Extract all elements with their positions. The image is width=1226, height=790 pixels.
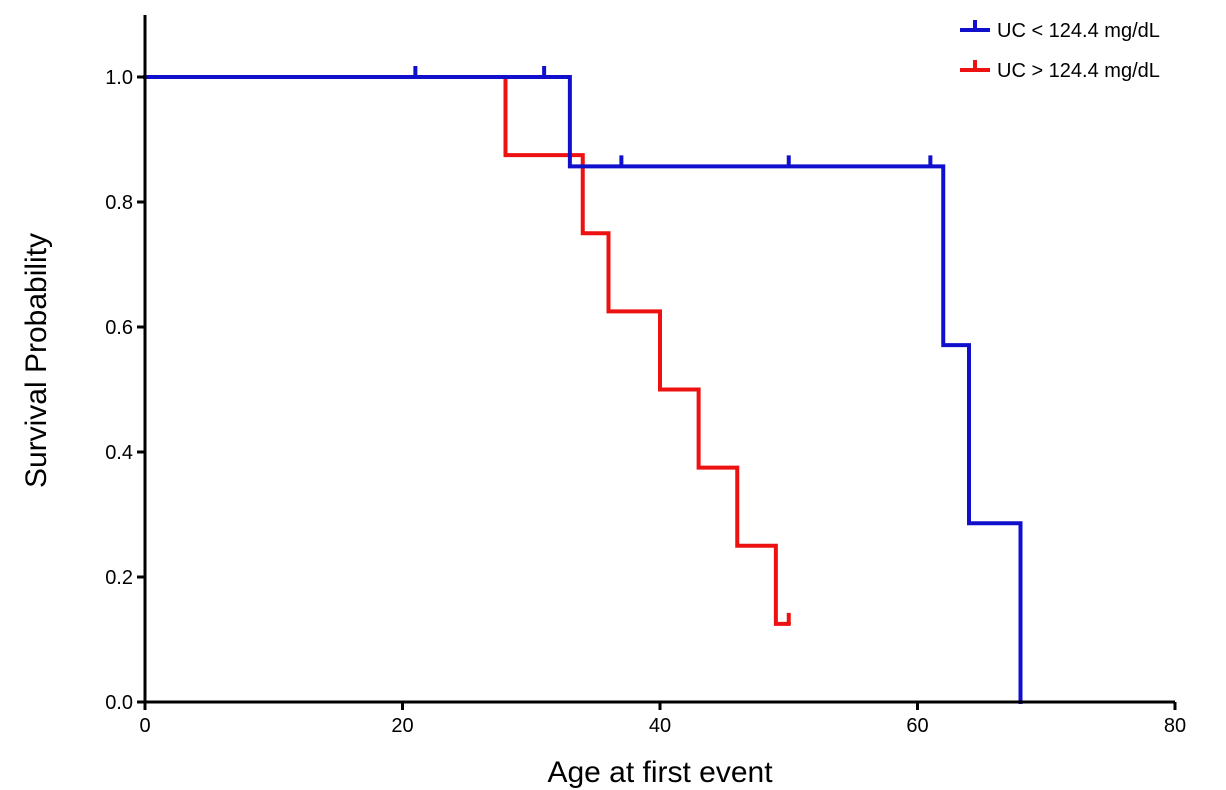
x-axis-title: Age at first event [547, 756, 773, 789]
series-1 [143, 66, 1023, 704]
x-tick: 20 [391, 702, 414, 737]
y-tick-label: 0.8 [105, 192, 133, 214]
x-tick: 60 [906, 702, 929, 737]
legend-swatch-uc-high [960, 60, 990, 72]
survival-curve [143, 75, 791, 626]
y-tick-label: 0.4 [105, 442, 133, 464]
legend-item-2: UC > 124.4 mg/dL [960, 60, 1160, 82]
x-axis-ticks: 0 20 40 60 80 [139, 702, 1186, 737]
x-tick-label: 20 [391, 715, 413, 737]
y-tick: 0.4 [105, 442, 145, 464]
plot-area [143, 66, 1023, 704]
series-2 [143, 75, 791, 626]
y-tick-label: 0.6 [105, 317, 133, 339]
axes: 0 20 40 60 80 0.0 0.2 0.4 0.6 0.8 1.0 [105, 15, 1186, 737]
y-tick: 0.8 [105, 192, 145, 214]
x-tick: 40 [649, 702, 671, 737]
x-tick-label: 40 [649, 715, 671, 737]
x-tick-label: 60 [906, 715, 928, 737]
x-tick: 80 [1164, 702, 1186, 737]
y-tick: 1.0 [105, 67, 145, 89]
legend-item-1: UC < 124.4 mg/dL [960, 20, 1160, 42]
y-tick-label: 1.0 [105, 67, 133, 89]
survival-curve [143, 75, 1023, 704]
legend-label-uc-high: UC > 124.4 mg/dL [997, 60, 1160, 82]
y-tick: 0.2 [105, 567, 145, 589]
y-axis-title: Survival Probability [20, 233, 53, 488]
y-tick-label: 0.0 [105, 692, 133, 714]
x-tick-label: 0 [139, 715, 150, 737]
legend: UC < 124.4 mg/dL UC > 124.4 mg/dL [960, 20, 1160, 82]
legend-swatch-uc-low [960, 20, 990, 32]
x-tick: 0 [139, 702, 151, 737]
x-tick-label: 80 [1164, 715, 1186, 737]
y-tick: 0.0 [105, 692, 145, 714]
y-tick: 0.6 [105, 317, 145, 339]
y-tick-label: 0.2 [105, 567, 133, 589]
y-axis-ticks: 0.0 0.2 0.4 0.6 0.8 1.0 [105, 67, 145, 714]
legend-label-uc-low: UC < 124.4 mg/dL [997, 20, 1160, 42]
